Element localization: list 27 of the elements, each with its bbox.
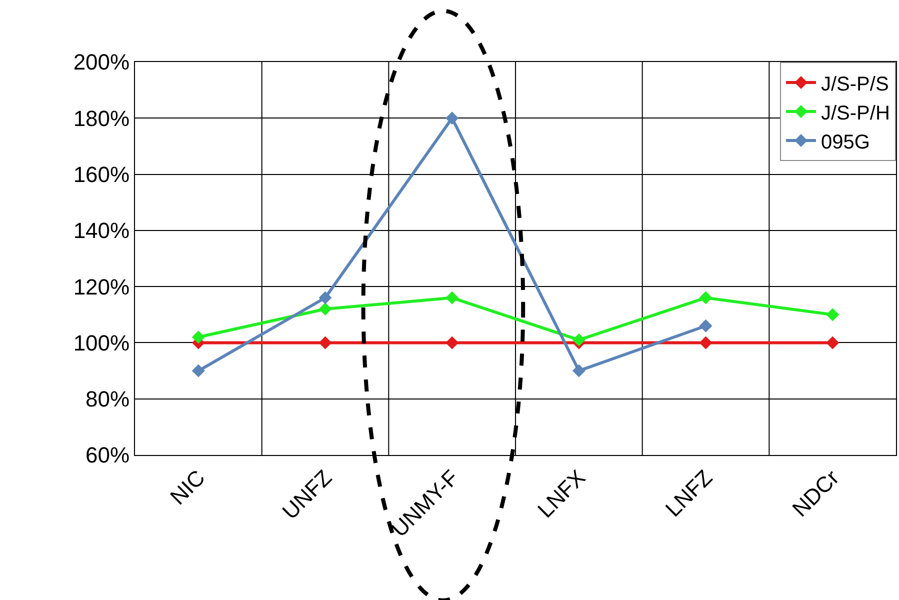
point bbox=[699, 291, 712, 304]
point bbox=[826, 336, 840, 350]
point bbox=[192, 364, 205, 378]
point bbox=[446, 112, 459, 125]
point bbox=[699, 319, 712, 332]
point bbox=[318, 291, 332, 304]
y-tick-label: 140% bbox=[73, 218, 130, 244]
point bbox=[826, 308, 840, 322]
legend-label: 095G bbox=[821, 131, 870, 154]
legend-label: J/S-P/H bbox=[821, 102, 890, 124]
y-tick-label: 60% bbox=[86, 442, 130, 468]
y-tick-label: 160% bbox=[73, 162, 130, 187]
y-tick-label: 200% bbox=[73, 50, 130, 75]
point bbox=[318, 336, 332, 350]
point bbox=[572, 333, 586, 346]
x-tick-label: NIC bbox=[165, 464, 210, 510]
point bbox=[699, 336, 712, 350]
point bbox=[192, 330, 205, 344]
point bbox=[446, 291, 459, 304]
y-tick-label: 120% bbox=[73, 274, 130, 300]
point bbox=[318, 302, 332, 316]
y-tick-label: 80% bbox=[86, 386, 130, 412]
point bbox=[446, 336, 459, 350]
y-tick-label: 180% bbox=[73, 106, 130, 131]
legend-label: J/S-P/S bbox=[821, 73, 889, 96]
y-tick-label: 100% bbox=[73, 330, 130, 356]
point bbox=[572, 364, 586, 378]
